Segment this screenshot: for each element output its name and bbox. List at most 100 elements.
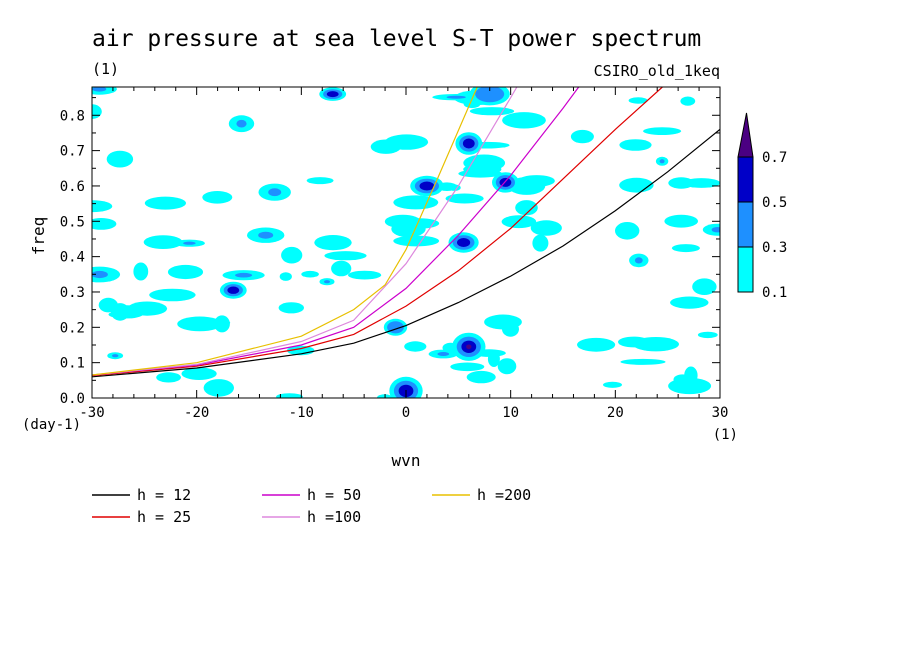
spectral-patch xyxy=(445,193,484,204)
spectral-patch xyxy=(278,302,304,314)
x-axis-label: wvn xyxy=(392,451,421,470)
colorbar-bin xyxy=(737,201,754,248)
x-tick-label: -10 xyxy=(289,405,314,421)
legend-label: h = 25 xyxy=(137,508,191,526)
spectral-patch xyxy=(92,87,107,92)
x-tick-label: 30 xyxy=(712,405,729,421)
spectral-patch xyxy=(458,169,503,178)
legend: h = 12 h = 25 h = 50 h =100 h =200 xyxy=(92,486,531,526)
dispersion-curve-1 xyxy=(92,87,663,377)
spectral-patch xyxy=(446,95,466,99)
spectral-patch xyxy=(108,310,140,319)
spectral-patch xyxy=(577,337,616,352)
y-tick-label: 0.8 xyxy=(60,108,85,124)
spectral-patch xyxy=(92,270,108,279)
spectral-patch xyxy=(314,235,352,251)
spectral-patch xyxy=(236,119,247,128)
spectral-patch xyxy=(281,246,303,264)
spectral-patch xyxy=(301,270,319,278)
colorbar-bin xyxy=(737,156,754,203)
colorbar-label: 0.5 xyxy=(762,195,787,211)
spectral-patch xyxy=(156,372,182,383)
spectral-patch xyxy=(532,234,549,252)
spectral-patch xyxy=(497,358,517,375)
spectral-patch xyxy=(167,264,204,280)
spectral-patch xyxy=(643,127,682,135)
colorbar-label: 0.7 xyxy=(762,150,787,166)
spectral-patch xyxy=(530,220,562,236)
spectral-patch xyxy=(112,354,119,358)
spectral-patch xyxy=(620,358,666,365)
colorbar-label: 0.3 xyxy=(762,240,787,256)
x-tick-label: -30 xyxy=(79,405,104,421)
spectral-patch xyxy=(501,215,537,229)
spectral-patch xyxy=(671,244,700,253)
spectral-patch xyxy=(692,278,717,296)
y-tick-label: 0.6 xyxy=(60,179,85,195)
legend-label: h =200 xyxy=(477,486,531,504)
spectral-patch xyxy=(306,177,334,185)
dispersion-curve-3 xyxy=(92,87,518,376)
spectral-patch xyxy=(370,139,402,154)
spectral-patch xyxy=(331,260,352,277)
spectral-patch xyxy=(659,159,665,164)
spectral-patch xyxy=(711,227,720,233)
y-tick-label: 0.7 xyxy=(60,144,85,160)
spectral-patch xyxy=(615,222,640,240)
spectral-patch xyxy=(466,370,496,384)
spectral-patch xyxy=(143,235,183,250)
spectral-patch xyxy=(450,362,485,372)
spectral-patch xyxy=(202,191,233,204)
y-tick-label: 0.4 xyxy=(60,250,85,266)
colorbar-label: 0.1 xyxy=(762,285,787,301)
spectral-peak xyxy=(462,138,475,149)
spectral-patch xyxy=(181,367,217,381)
spectral-patch xyxy=(502,112,546,129)
spectral-patch xyxy=(469,107,515,116)
y-axis-label: freq xyxy=(29,217,48,256)
spectral-patch xyxy=(177,316,223,332)
spectral-patch xyxy=(106,150,134,168)
spectral-patch xyxy=(619,139,652,151)
spectral-patch xyxy=(268,188,282,197)
y-units-label: (day-1) xyxy=(22,417,81,433)
spectral-patch xyxy=(634,257,643,264)
plot-area: -30 -20 -10 0 10 20 30 0.00.10.20.30.40.50.60.… xyxy=(60,86,729,421)
spectral-patch xyxy=(618,336,650,348)
spectral-patch xyxy=(324,280,330,284)
x-tick-label: -20 xyxy=(184,405,209,421)
spectral-patch xyxy=(668,377,712,395)
spectral-patch xyxy=(235,272,253,278)
x-tick-label: 0 xyxy=(402,405,410,421)
spectral-patch xyxy=(144,196,186,210)
x-units-label: (1) xyxy=(713,427,738,443)
dispersion-curves xyxy=(92,87,720,378)
spectral-patch xyxy=(702,223,720,236)
colorbar-arrow xyxy=(737,112,754,158)
spectral-patch xyxy=(619,177,654,193)
spectral-patch xyxy=(92,200,113,213)
spectral-peak xyxy=(475,87,505,103)
spectral-patch xyxy=(487,351,500,367)
y-tick-label: 0.1 xyxy=(60,356,85,372)
legend-label: h = 12 xyxy=(137,486,191,504)
model-label: CSIRO_old_1keq xyxy=(594,62,720,80)
spectral-patch xyxy=(515,200,538,216)
spectral-patch xyxy=(92,218,117,230)
dispersion-curve-0 xyxy=(92,128,720,378)
spectral-patch xyxy=(391,220,426,238)
spectral-peak xyxy=(227,286,240,294)
spectral-patch xyxy=(393,195,439,210)
y-tick-label: 0.5 xyxy=(60,214,85,230)
spectral-peak xyxy=(419,181,435,191)
spectral-patch xyxy=(348,270,382,280)
spectral-patch xyxy=(183,241,196,245)
units-label: (1) xyxy=(92,60,119,78)
chart-title: air pressure at sea level S-T power spec… xyxy=(92,26,701,52)
dispersion-curve-2 xyxy=(92,87,580,376)
x-tick-label: 20 xyxy=(607,405,624,421)
spectral-patch xyxy=(603,381,622,388)
x-tick-label: 10 xyxy=(502,405,519,421)
dispersion-curve-4 xyxy=(92,87,478,376)
